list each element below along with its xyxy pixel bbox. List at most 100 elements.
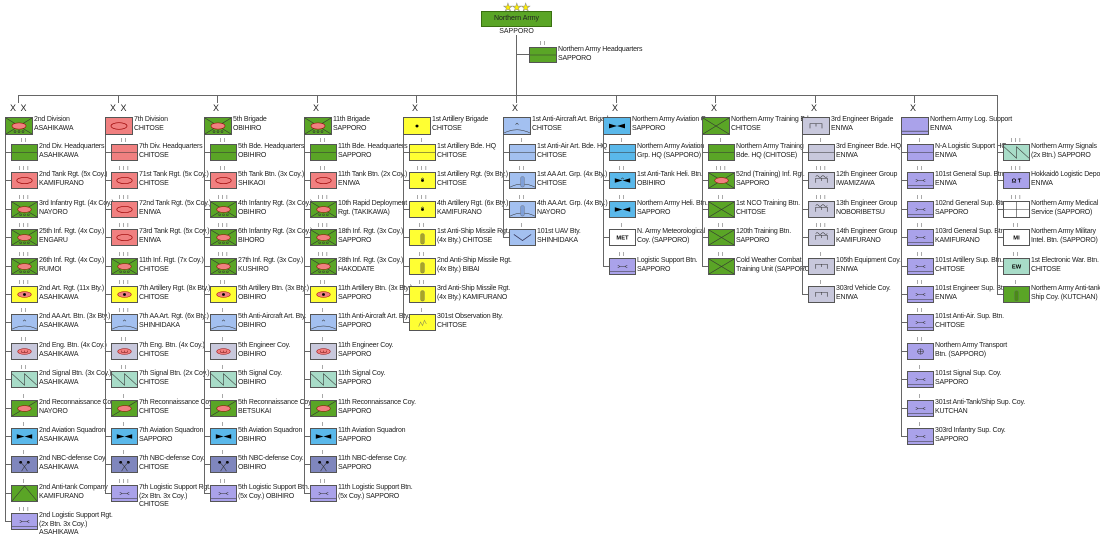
formation-box[interactable] bbox=[105, 117, 133, 135]
unit-box[interactable] bbox=[210, 400, 237, 417]
unit-box[interactable] bbox=[111, 314, 138, 331]
unit-box[interactable] bbox=[11, 286, 38, 303]
unit-box[interactable] bbox=[210, 456, 237, 473]
unit-box[interactable] bbox=[509, 201, 536, 218]
unit-box[interactable] bbox=[409, 201, 436, 218]
unit-box[interactable] bbox=[210, 229, 237, 246]
unit-box[interactable]: Ω Ƭ bbox=[1003, 172, 1030, 189]
unit-box[interactable] bbox=[310, 229, 337, 246]
unit-box[interactable] bbox=[111, 456, 138, 473]
unit-box[interactable] bbox=[609, 172, 636, 189]
formation-box[interactable] bbox=[702, 117, 730, 135]
unit-box[interactable] bbox=[210, 371, 237, 388]
unit-box[interactable] bbox=[11, 314, 38, 331]
unit-box[interactable] bbox=[210, 286, 237, 303]
unit-box[interactable] bbox=[907, 343, 934, 360]
unit-box[interactable] bbox=[907, 258, 934, 275]
unit-box[interactable] bbox=[11, 371, 38, 388]
northern-army-box[interactable]: Northern Army bbox=[481, 11, 552, 27]
unit-box[interactable] bbox=[907, 144, 934, 161]
formation-box[interactable] bbox=[603, 117, 631, 135]
formation-box[interactable] bbox=[304, 117, 332, 135]
formation-box[interactable] bbox=[802, 117, 830, 135]
unit-box[interactable] bbox=[11, 343, 38, 360]
formation-box[interactable] bbox=[204, 117, 232, 135]
formation-box[interactable] bbox=[403, 117, 431, 135]
unit-box[interactable] bbox=[111, 144, 138, 161]
unit-box[interactable] bbox=[708, 258, 735, 275]
army-hq-box[interactable] bbox=[529, 47, 557, 63]
unit-box[interactable] bbox=[708, 172, 735, 189]
unit-box[interactable] bbox=[111, 201, 138, 218]
formation-box[interactable] bbox=[5, 117, 33, 135]
unit-box[interactable] bbox=[907, 371, 934, 388]
unit-box[interactable] bbox=[808, 286, 835, 303]
unit-box[interactable] bbox=[907, 314, 934, 331]
unit-box[interactable] bbox=[1003, 201, 1030, 218]
unit-box[interactable] bbox=[310, 371, 337, 388]
unit-box[interactable] bbox=[509, 229, 536, 246]
unit-box[interactable] bbox=[210, 144, 237, 161]
unit-box[interactable] bbox=[11, 258, 38, 275]
unit-box[interactable] bbox=[708, 229, 735, 246]
unit-box[interactable] bbox=[11, 201, 38, 218]
unit-box[interactable] bbox=[609, 258, 636, 275]
unit-box[interactable] bbox=[907, 229, 934, 246]
unit-box[interactable] bbox=[210, 172, 237, 189]
unit-box[interactable] bbox=[310, 456, 337, 473]
unit-box[interactable] bbox=[509, 172, 536, 189]
unit-box[interactable] bbox=[310, 314, 337, 331]
unit-box[interactable] bbox=[210, 343, 237, 360]
unit-box[interactable] bbox=[509, 144, 536, 161]
unit-box[interactable] bbox=[409, 144, 436, 161]
unit-box[interactable] bbox=[907, 201, 934, 218]
unit-box[interactable] bbox=[111, 428, 138, 445]
unit-box[interactable]: EW bbox=[1003, 258, 1030, 275]
unit-box[interactable] bbox=[111, 286, 138, 303]
unit-box[interactable] bbox=[11, 428, 38, 445]
unit-box[interactable] bbox=[907, 428, 934, 445]
unit-box[interactable] bbox=[210, 428, 237, 445]
unit-box[interactable] bbox=[409, 314, 436, 331]
formation-box[interactable] bbox=[901, 117, 929, 135]
unit-box[interactable] bbox=[11, 456, 38, 473]
unit-box[interactable] bbox=[11, 485, 38, 502]
unit-box[interactable] bbox=[1003, 286, 1030, 303]
unit-box[interactable] bbox=[111, 371, 138, 388]
unit-box[interactable] bbox=[11, 513, 38, 530]
unit-box[interactable] bbox=[111, 400, 138, 417]
unit-box[interactable] bbox=[310, 286, 337, 303]
formation-box[interactable] bbox=[503, 117, 531, 135]
unit-box[interactable] bbox=[409, 258, 436, 275]
unit-box[interactable] bbox=[111, 258, 138, 275]
unit-box[interactable] bbox=[210, 485, 237, 502]
unit-box[interactable] bbox=[808, 201, 835, 218]
unit-box[interactable] bbox=[310, 201, 337, 218]
unit-box[interactable] bbox=[11, 400, 38, 417]
unit-box[interactable] bbox=[708, 201, 735, 218]
unit-box[interactable] bbox=[210, 258, 237, 275]
unit-box[interactable] bbox=[808, 144, 835, 161]
unit-box[interactable] bbox=[11, 172, 38, 189]
unit-box[interactable] bbox=[11, 144, 38, 161]
unit-box[interactable] bbox=[609, 201, 636, 218]
unit-box[interactable] bbox=[310, 485, 337, 502]
unit-box[interactable] bbox=[310, 400, 337, 417]
unit-box[interactable] bbox=[210, 201, 237, 218]
unit-box[interactable] bbox=[708, 144, 735, 161]
unit-box[interactable] bbox=[310, 428, 337, 445]
unit-box[interactable] bbox=[808, 258, 835, 275]
unit-box[interactable] bbox=[310, 343, 337, 360]
unit-box[interactable] bbox=[210, 314, 237, 331]
unit-box[interactable] bbox=[111, 485, 138, 502]
unit-box[interactable]: MI bbox=[1003, 229, 1030, 246]
unit-box[interactable] bbox=[409, 286, 436, 303]
unit-box[interactable] bbox=[409, 229, 436, 246]
unit-box[interactable] bbox=[11, 229, 38, 246]
unit-box[interactable] bbox=[907, 286, 934, 303]
unit-box[interactable] bbox=[111, 343, 138, 360]
unit-box[interactable] bbox=[111, 172, 138, 189]
unit-box[interactable] bbox=[808, 172, 835, 189]
unit-box[interactable] bbox=[310, 258, 337, 275]
unit-box[interactable] bbox=[609, 144, 636, 161]
